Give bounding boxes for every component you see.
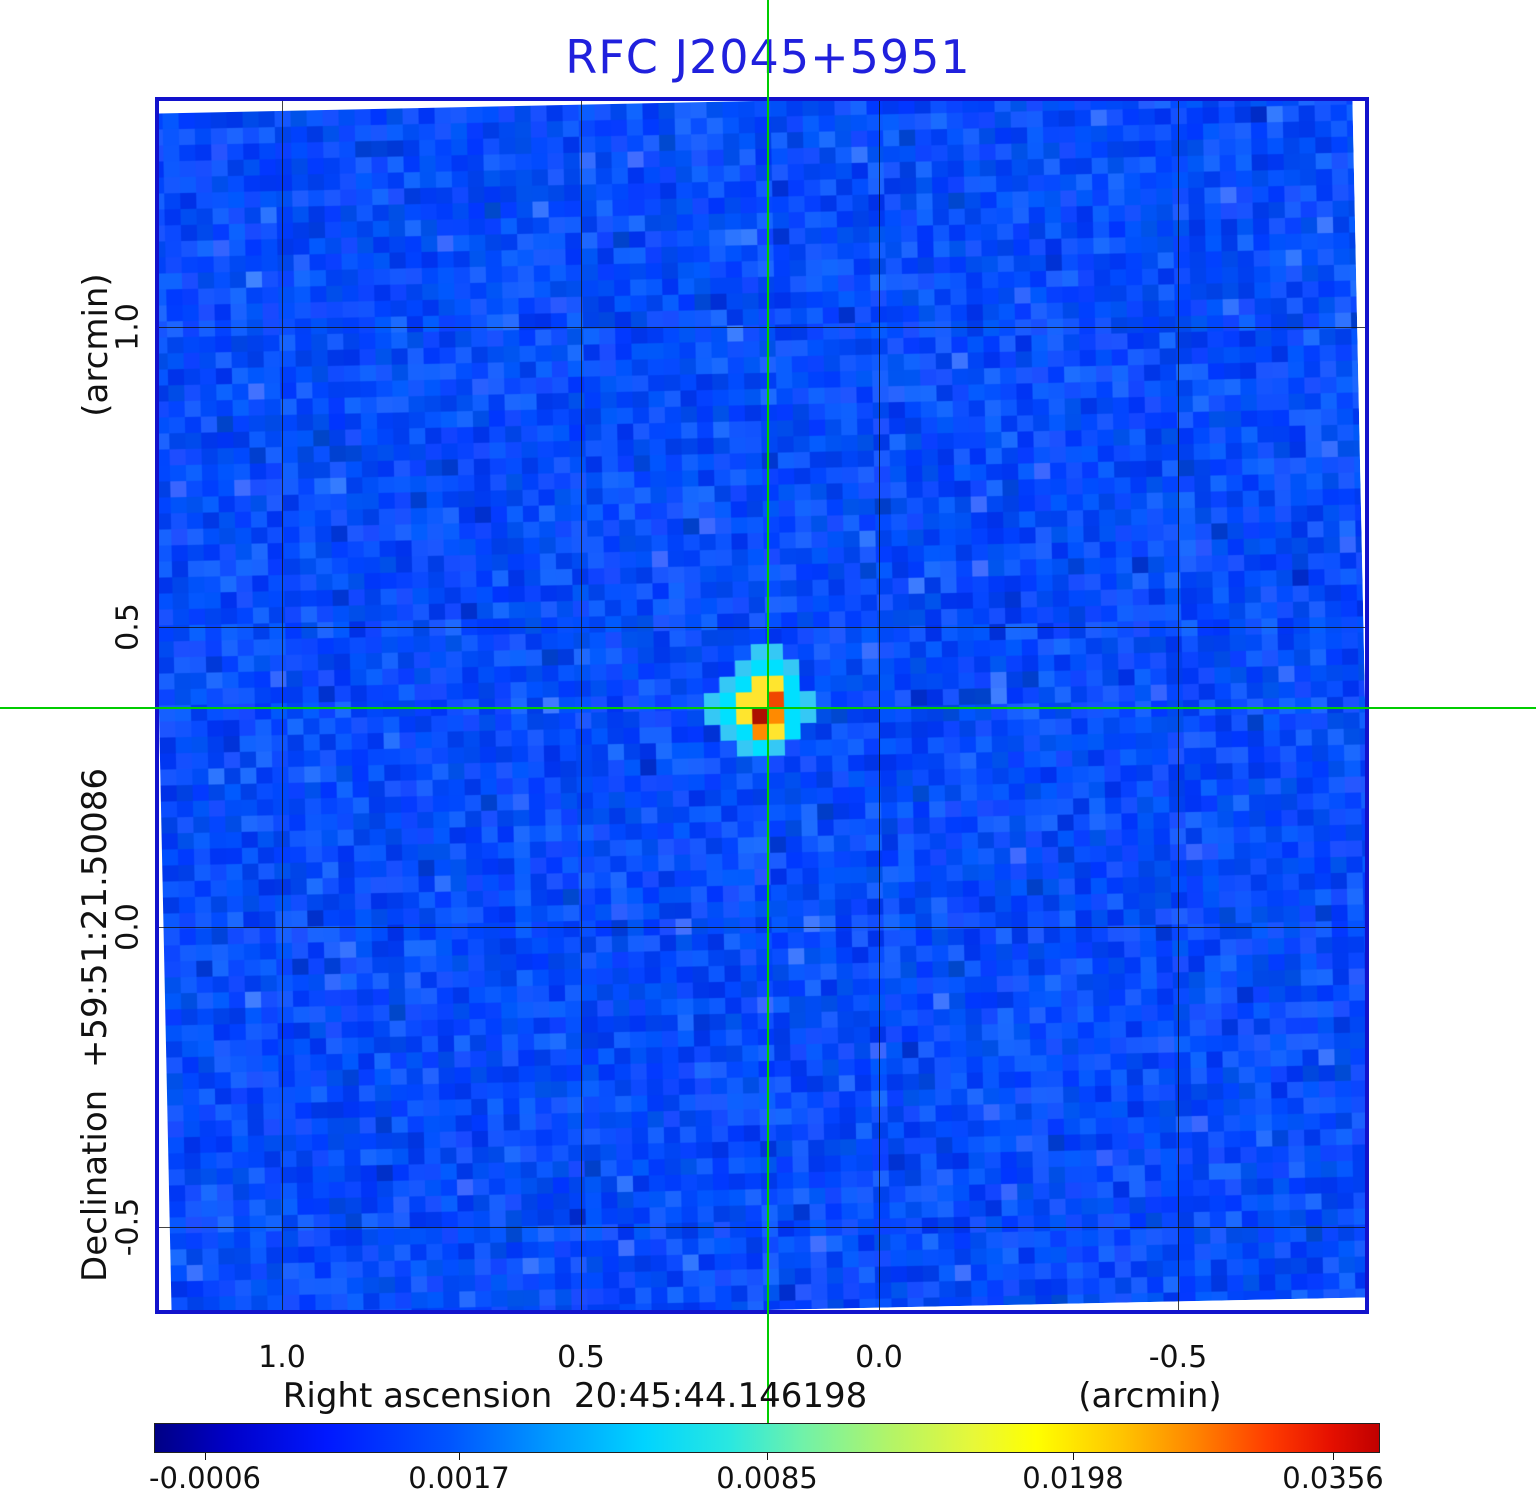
colorbar-tick-2: [459, 1453, 460, 1460]
sky-image-canvas: [159, 101, 1365, 1310]
y-axis-title: Declination +59:51:21.50086: [75, 768, 115, 1282]
colorbar: [154, 1423, 1380, 1453]
x-tick-0.0: 0.0: [855, 1340, 903, 1375]
colorbar-label-1: -0.0006: [149, 1461, 261, 1495]
x-axis-unit-label: (arcmin): [1078, 1376, 1222, 1416]
gridline-ra-0.0: [879, 101, 880, 1310]
gridline-ra--0.5: [1178, 101, 1179, 1310]
colorbar-label-2: 0.0017: [408, 1461, 510, 1495]
gridline-dec-0.5: [159, 627, 1365, 628]
plot-frame: [155, 97, 1369, 1314]
x-tick-1.0: 1.0: [258, 1340, 306, 1375]
x-tick-0.5: 0.5: [557, 1340, 605, 1375]
x-axis-title: Right ascension 20:45:44.146198: [282, 1376, 868, 1416]
x-tick--0.5: -0.5: [1148, 1340, 1208, 1375]
gridline-dec-0.0: [159, 927, 1365, 928]
colorbar-tick-5: [1333, 1453, 1334, 1460]
crosshair-horizontal-line: [0, 707, 1536, 709]
colorbar-label-4: 0.0198: [1022, 1461, 1124, 1495]
crosshair-vertical-line: [767, 0, 769, 1423]
colorbar-tick-3: [767, 1453, 768, 1460]
y-tick--0.5: -0.5: [110, 1197, 146, 1257]
gridline-dec-1.0: [159, 327, 1365, 328]
gridline-dec--0.5: [159, 1227, 1365, 1228]
gridline-ra-1.0: [282, 101, 283, 1310]
colorbar-label-3: 0.0085: [716, 1461, 818, 1495]
y-tick-0.5: 0.5: [110, 603, 146, 651]
y-tick-0.0: 0.0: [110, 903, 146, 951]
colorbar-label-5: 0.0356: [1282, 1461, 1384, 1495]
colorbar-tick-1: [205, 1453, 206, 1460]
colorbar-tick-4: [1073, 1453, 1074, 1460]
y-tick-1.0: 1.0: [110, 303, 146, 351]
gridline-ra-0.5: [581, 101, 582, 1310]
plot-area: [159, 101, 1365, 1310]
